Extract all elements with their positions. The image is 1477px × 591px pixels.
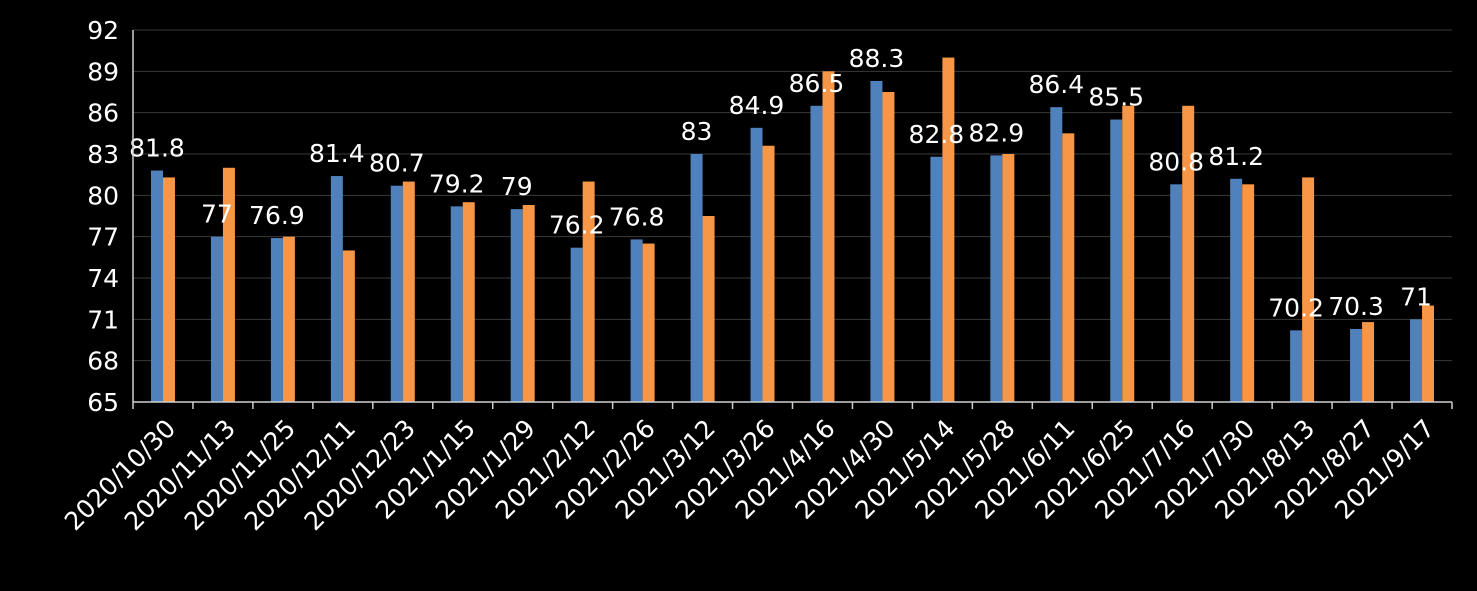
data-label: 82.9 (969, 118, 1025, 147)
y-tick-label: 86 (87, 99, 119, 128)
bar-series-1 (1230, 178, 1243, 402)
bars (150, 57, 1435, 403)
bar-series-1 (150, 170, 163, 402)
bar-series-2 (1182, 105, 1195, 403)
data-label: 83 (681, 117, 713, 146)
data-label: 88.3 (849, 44, 905, 73)
data-label: 77 (201, 200, 233, 229)
data-label: 79.2 (429, 169, 485, 198)
bar-series-2 (522, 204, 535, 402)
bar-series-1 (570, 247, 583, 402)
data-label: 76.2 (549, 211, 605, 240)
bar-series-2 (882, 92, 895, 402)
y-tick-label: 83 (87, 140, 119, 169)
data-label: 70.3 (1328, 292, 1384, 321)
bar-series-1 (330, 176, 343, 402)
y-tick-label: 77 (87, 223, 119, 252)
bar-series-1 (390, 185, 403, 402)
data-label: 80.7 (369, 149, 425, 178)
data-label: 81.4 (309, 139, 365, 168)
x-axis-ticks: 2020/10/302020/11/132020/11/252020/12/11… (59, 414, 1440, 536)
bar-series-2 (822, 71, 835, 402)
bar-series-2 (942, 57, 955, 403)
bar-series-1 (690, 154, 703, 402)
bar-series-1 (930, 156, 943, 402)
bar-series-2 (1422, 305, 1435, 402)
bar-series-2 (1062, 133, 1075, 403)
y-tick-label: 89 (87, 57, 119, 86)
data-label: 70.2 (1268, 293, 1324, 322)
data-label: 86.5 (789, 69, 845, 98)
y-tick-label: 68 (87, 347, 119, 376)
bar-series-1 (510, 209, 523, 402)
bar-series-2 (762, 145, 775, 402)
bar-series-1 (750, 127, 763, 403)
bar-series-1 (810, 105, 823, 403)
bar-series-2 (1122, 105, 1135, 403)
bar-series-2 (1242, 184, 1255, 402)
bar-series-2 (1002, 154, 1015, 402)
data-label: 76.9 (249, 201, 305, 230)
bar-series-1 (1350, 328, 1363, 402)
bar-series-1 (1410, 319, 1423, 402)
y-tick-label: 74 (87, 264, 119, 293)
bar-series-1 (450, 206, 463, 402)
data-label: 71 (1400, 282, 1432, 311)
y-axis-ticks: 65 68 71 74 77 80 83 86 89 92 (87, 16, 119, 417)
bar-series-1 (870, 80, 883, 402)
bar-series-2 (162, 177, 175, 402)
bar-series-2 (582, 181, 595, 402)
data-label: 81.2 (1208, 142, 1264, 171)
bar-series-1 (210, 236, 223, 402)
data-label: 79 (501, 172, 533, 201)
y-tick-label: 71 (87, 305, 119, 334)
bar-series-2 (1302, 177, 1315, 402)
y-tick-label: 92 (87, 16, 119, 45)
bar-series-2 (282, 236, 295, 402)
bar-series-1 (270, 238, 283, 402)
bar-series-2 (1362, 322, 1375, 402)
data-label: 80.8 (1148, 147, 1204, 176)
bar-series-1 (1050, 107, 1063, 403)
y-tick-label: 80 (87, 181, 119, 210)
data-label: 76.8 (609, 202, 665, 231)
bar-series-1 (1170, 184, 1183, 402)
y-tick-label: 65 (87, 388, 119, 417)
bar-series-1 (1110, 119, 1123, 403)
bar-series-2 (342, 250, 355, 402)
data-label: 81.8 (129, 134, 185, 163)
bar-series-1 (1290, 330, 1303, 402)
bar-series-2 (222, 167, 235, 402)
bar-series-2 (462, 202, 475, 402)
data-label: 84.9 (729, 91, 785, 120)
data-label: 82.8 (909, 120, 965, 149)
bar-series-2 (642, 243, 655, 402)
bar-series-1 (630, 239, 643, 402)
data-label: 86.4 (1028, 70, 1084, 99)
data-label: 85.5 (1088, 83, 1144, 112)
bar-series-2 (702, 216, 715, 402)
bar-series-2 (402, 181, 415, 402)
bar-series-1 (990, 155, 1003, 402)
